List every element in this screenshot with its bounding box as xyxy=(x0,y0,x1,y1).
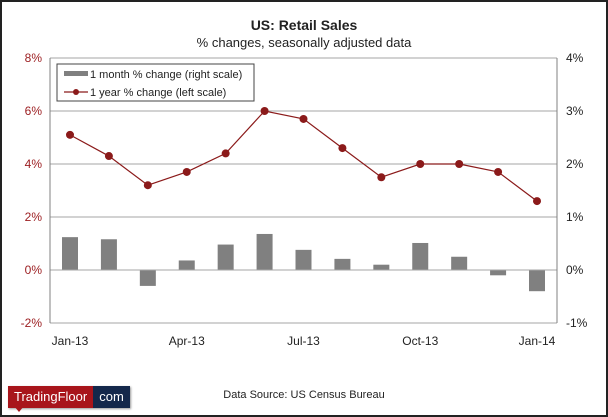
point-Nov-13 xyxy=(455,160,464,168)
point-Feb-13 xyxy=(104,152,113,161)
point-Aug-13 xyxy=(338,144,347,153)
logo-left: TradingFloor xyxy=(8,386,94,408)
right-tick-label: 2% xyxy=(566,157,584,171)
bar-Aug-13 xyxy=(334,258,351,270)
left-tick-label: 2% xyxy=(25,210,43,224)
bar-Apr-13 xyxy=(178,260,195,270)
tradingfloor-logo: TradingFloor com xyxy=(8,386,130,408)
bar-Nov-13 xyxy=(451,256,468,270)
point-Sep-13 xyxy=(377,173,386,182)
right-tick-label: 1% xyxy=(566,210,584,224)
point-Dec-13 xyxy=(494,167,503,176)
left-tick-label: 0% xyxy=(25,263,43,277)
logo-tail xyxy=(14,406,24,412)
point-Jul-13 xyxy=(299,114,308,123)
logo-right: com xyxy=(93,386,130,408)
legend: 1 month % change (right scale) 1 year % … xyxy=(56,63,255,102)
left-tick-label: 8% xyxy=(25,51,43,65)
bar-Sep-13 xyxy=(373,264,390,270)
right-tick-label: -1% xyxy=(566,316,588,330)
x-tick-label: Oct-13 xyxy=(402,334,438,348)
data-source: Data Source: US Census Bureau xyxy=(223,389,384,401)
legend-line-label: 1 year % change (left scale) xyxy=(90,87,226,99)
bar-Oct-13 xyxy=(412,242,429,270)
point-Mar-13 xyxy=(143,181,152,190)
point-Jan-13 xyxy=(66,130,74,139)
legend-bar-swatch xyxy=(64,71,88,76)
chart-title: US: Retail Sales xyxy=(251,17,358,33)
point-Jun-13 xyxy=(260,107,269,115)
year-change-line xyxy=(69,110,538,202)
bar-Feb-13 xyxy=(100,239,117,270)
point-May-13 xyxy=(221,149,230,158)
left-tick-label: 6% xyxy=(25,104,43,118)
point-Apr-13 xyxy=(182,167,191,176)
legend-bar-label: 1 month % change (right scale) xyxy=(90,69,242,81)
right-tick-label: 4% xyxy=(566,51,584,65)
x-tick-label: Jul-13 xyxy=(287,334,320,348)
chart-subtitle: % changes, seasonally adjusted data xyxy=(197,35,412,50)
point-Jan-14 xyxy=(533,197,541,206)
left-tick-label: 4% xyxy=(25,157,43,171)
bar-Jun-13 xyxy=(256,233,273,270)
legend-line-marker xyxy=(73,89,79,95)
bar-Jul-13 xyxy=(295,249,312,270)
x-tick-label: Jan-14 xyxy=(519,334,556,348)
left-tick-label: -2% xyxy=(21,316,43,330)
bar-Dec-13 xyxy=(490,270,507,276)
right-tick-label: 3% xyxy=(566,104,584,118)
right-tick-label: 0% xyxy=(566,263,584,277)
x-tick-label: Apr-13 xyxy=(169,334,205,348)
bar-Jan-14 xyxy=(529,270,545,292)
point-Oct-13 xyxy=(416,160,425,168)
bar-Mar-13 xyxy=(139,270,156,286)
bar-Jan-13 xyxy=(62,237,78,270)
x-tick-label: Jan-13 xyxy=(52,334,89,348)
bar-May-13 xyxy=(217,244,234,270)
